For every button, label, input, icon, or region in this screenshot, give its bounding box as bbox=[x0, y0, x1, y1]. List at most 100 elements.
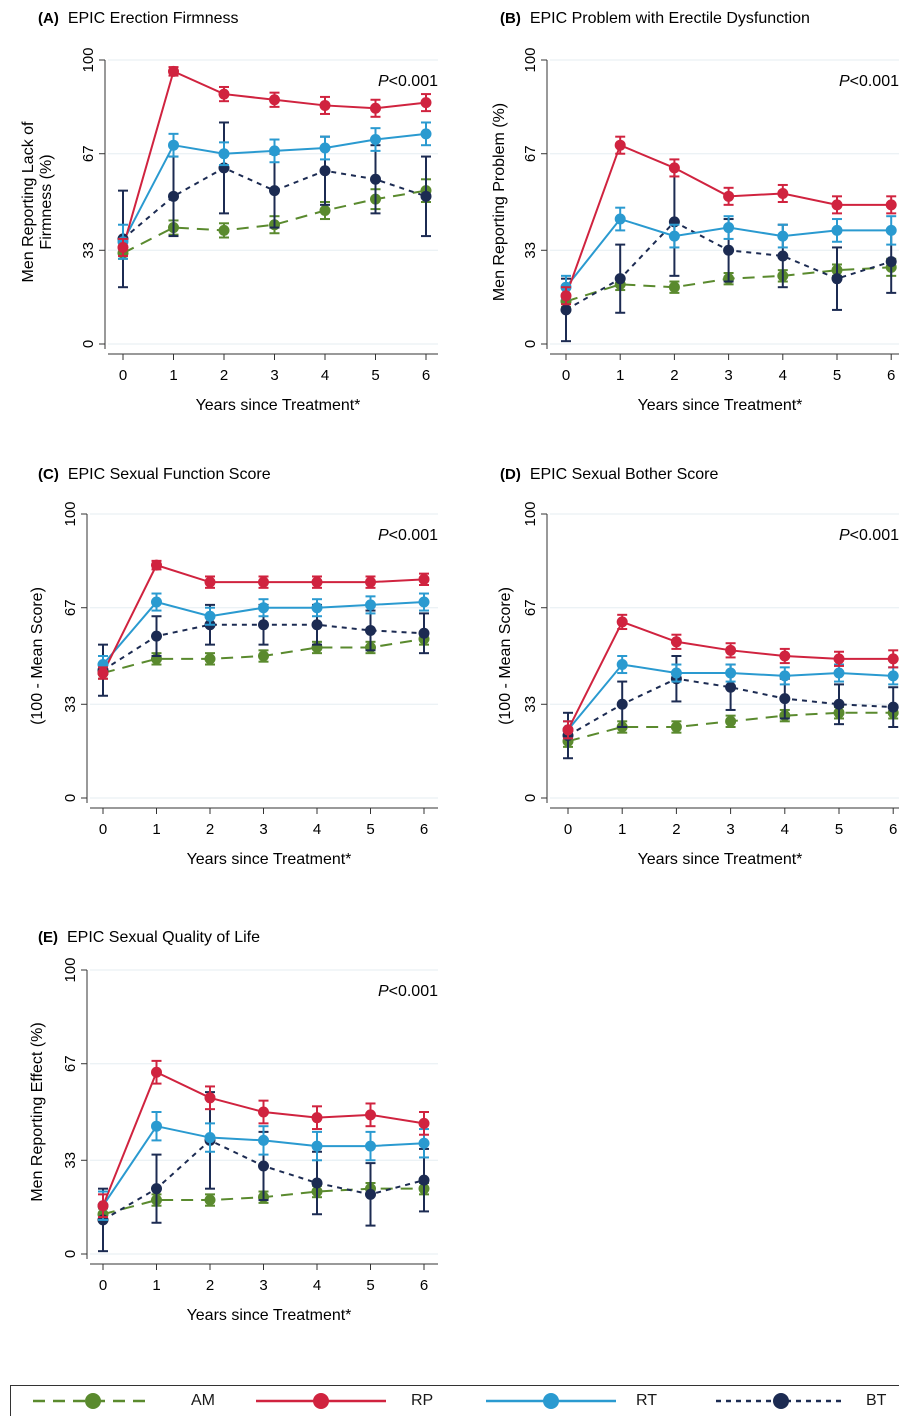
x-tick-label: 4 bbox=[779, 367, 787, 384]
y-axis-title: Men Reporting Effect (%) bbox=[29, 1022, 46, 1201]
data-point-bt bbox=[418, 1174, 430, 1186]
data-point-bt bbox=[311, 1177, 323, 1189]
x-tick-label: 5 bbox=[371, 367, 379, 384]
data-point-rt bbox=[151, 596, 162, 608]
panel-title: (C) EPIC Sexual Function Score bbox=[38, 466, 271, 483]
panel-title-text: EPIC Sexual Quality of Life bbox=[67, 929, 260, 946]
p-value-text: <0.001 bbox=[850, 527, 899, 544]
data-point-bt bbox=[269, 185, 280, 197]
data-point-bt bbox=[151, 630, 162, 642]
data-point-rp bbox=[418, 1117, 430, 1129]
data-point-bt bbox=[887, 701, 899, 713]
legend-swatch-rt bbox=[486, 1393, 616, 1409]
data-point-bt bbox=[885, 256, 897, 268]
panel-letter: (B) bbox=[500, 10, 521, 27]
panel-letter: (A) bbox=[38, 10, 59, 27]
y-tick-label: 33 bbox=[522, 242, 539, 259]
panel-letter: (E) bbox=[38, 929, 58, 946]
data-point-rt bbox=[370, 134, 381, 146]
x-tick-label: 6 bbox=[422, 367, 430, 384]
data-point-rp bbox=[562, 724, 574, 736]
data-point-rp bbox=[311, 576, 323, 588]
data-point-bt bbox=[777, 250, 789, 262]
legend-swatch-am bbox=[33, 1393, 153, 1409]
p-value-symbol: P bbox=[378, 73, 389, 90]
p-value: P<0.001 bbox=[378, 73, 438, 90]
data-point-rp bbox=[668, 162, 680, 174]
x-tick-label: 6 bbox=[420, 821, 428, 838]
data-point-rt bbox=[204, 610, 216, 622]
p-value-symbol: P bbox=[378, 527, 389, 544]
data-point-rp bbox=[97, 1200, 109, 1212]
x-tick-label: 0 bbox=[562, 367, 570, 384]
data-point-bt bbox=[151, 1183, 162, 1195]
panel-b: (B) EPIC Problem with Erectile Dysfunctio… bbox=[491, 10, 899, 414]
data-point-rp bbox=[725, 644, 737, 656]
data-point-rp bbox=[723, 190, 735, 202]
data-point-rp bbox=[420, 97, 432, 109]
data-point-rt bbox=[614, 213, 626, 225]
x-tick-label: 5 bbox=[833, 367, 841, 384]
data-point-bt bbox=[365, 1188, 376, 1200]
data-point-bt bbox=[614, 273, 626, 285]
data-point-rt bbox=[258, 602, 269, 614]
data-point-rt bbox=[151, 1120, 162, 1132]
x-tick-label: 0 bbox=[119, 367, 127, 384]
data-point-bt bbox=[365, 624, 376, 636]
data-point-bt bbox=[779, 693, 791, 705]
data-point-am bbox=[668, 281, 680, 293]
data-point-bt bbox=[258, 1160, 269, 1172]
data-point-rp bbox=[311, 1112, 323, 1124]
data-point-rp bbox=[258, 1106, 269, 1118]
p-value-text: <0.001 bbox=[389, 983, 438, 1000]
data-point-bt bbox=[725, 681, 737, 693]
data-point-am bbox=[670, 721, 682, 733]
y-axis-title: (100 - Mean Score) bbox=[497, 587, 514, 725]
x-tick-label: 3 bbox=[259, 1277, 267, 1294]
data-point-bt bbox=[418, 627, 430, 639]
legend: AM RP RT BT bbox=[10, 1385, 899, 1416]
y-tick-label: 0 bbox=[80, 340, 97, 348]
legend-item-am: AM bbox=[11, 1386, 899, 1417]
x-tick-label: 3 bbox=[726, 821, 734, 838]
x-tick-label: 3 bbox=[270, 367, 278, 384]
y-tick-label: 100 bbox=[522, 47, 539, 72]
x-axis-title: Years since Treatment* bbox=[638, 397, 803, 414]
y-tick-label: 0 bbox=[62, 1250, 79, 1258]
x-tick-label: 4 bbox=[313, 821, 321, 838]
data-point-rt bbox=[670, 667, 682, 679]
data-point-rt bbox=[668, 230, 680, 242]
legend-swatch-bt bbox=[716, 1393, 846, 1409]
x-tick-label: 3 bbox=[724, 367, 732, 384]
p-value-text: <0.001 bbox=[389, 73, 438, 90]
panel-letter: (D) bbox=[500, 466, 521, 483]
data-point-rp bbox=[616, 616, 628, 628]
data-point-rt bbox=[831, 224, 843, 236]
data-point-rt bbox=[779, 670, 791, 682]
x-tick-label: 2 bbox=[220, 367, 228, 384]
legend-swatch-rp bbox=[256, 1393, 386, 1409]
p-value-symbol: P bbox=[378, 983, 389, 1000]
data-point-rp bbox=[218, 88, 230, 100]
data-point-bt bbox=[311, 619, 323, 631]
y-tick-label: 33 bbox=[62, 696, 79, 713]
x-tick-label: 0 bbox=[99, 821, 107, 838]
data-point-bt bbox=[560, 304, 572, 316]
data-point-rp bbox=[258, 576, 269, 588]
x-tick-label: 2 bbox=[206, 821, 214, 838]
x-axis-title: Years since Treatment* bbox=[196, 397, 361, 414]
y-tick-label: 67 bbox=[62, 599, 79, 616]
x-tick-label: 2 bbox=[670, 367, 678, 384]
data-point-rp bbox=[365, 1109, 376, 1121]
y-tick-label: 67 bbox=[522, 599, 539, 616]
p-value: P<0.001 bbox=[839, 73, 899, 90]
x-axis-title: Years since Treatment* bbox=[638, 851, 803, 868]
y-tick-label: 0 bbox=[62, 794, 79, 802]
data-point-bt bbox=[319, 165, 331, 177]
data-point-rp bbox=[777, 187, 789, 199]
x-tick-label: 6 bbox=[887, 367, 895, 384]
y-tick-label: 67 bbox=[522, 145, 539, 162]
data-point-rt bbox=[418, 1137, 430, 1149]
data-point-rp bbox=[670, 636, 682, 648]
y-axis-title: Men Reporting Problem (%) bbox=[491, 103, 508, 301]
